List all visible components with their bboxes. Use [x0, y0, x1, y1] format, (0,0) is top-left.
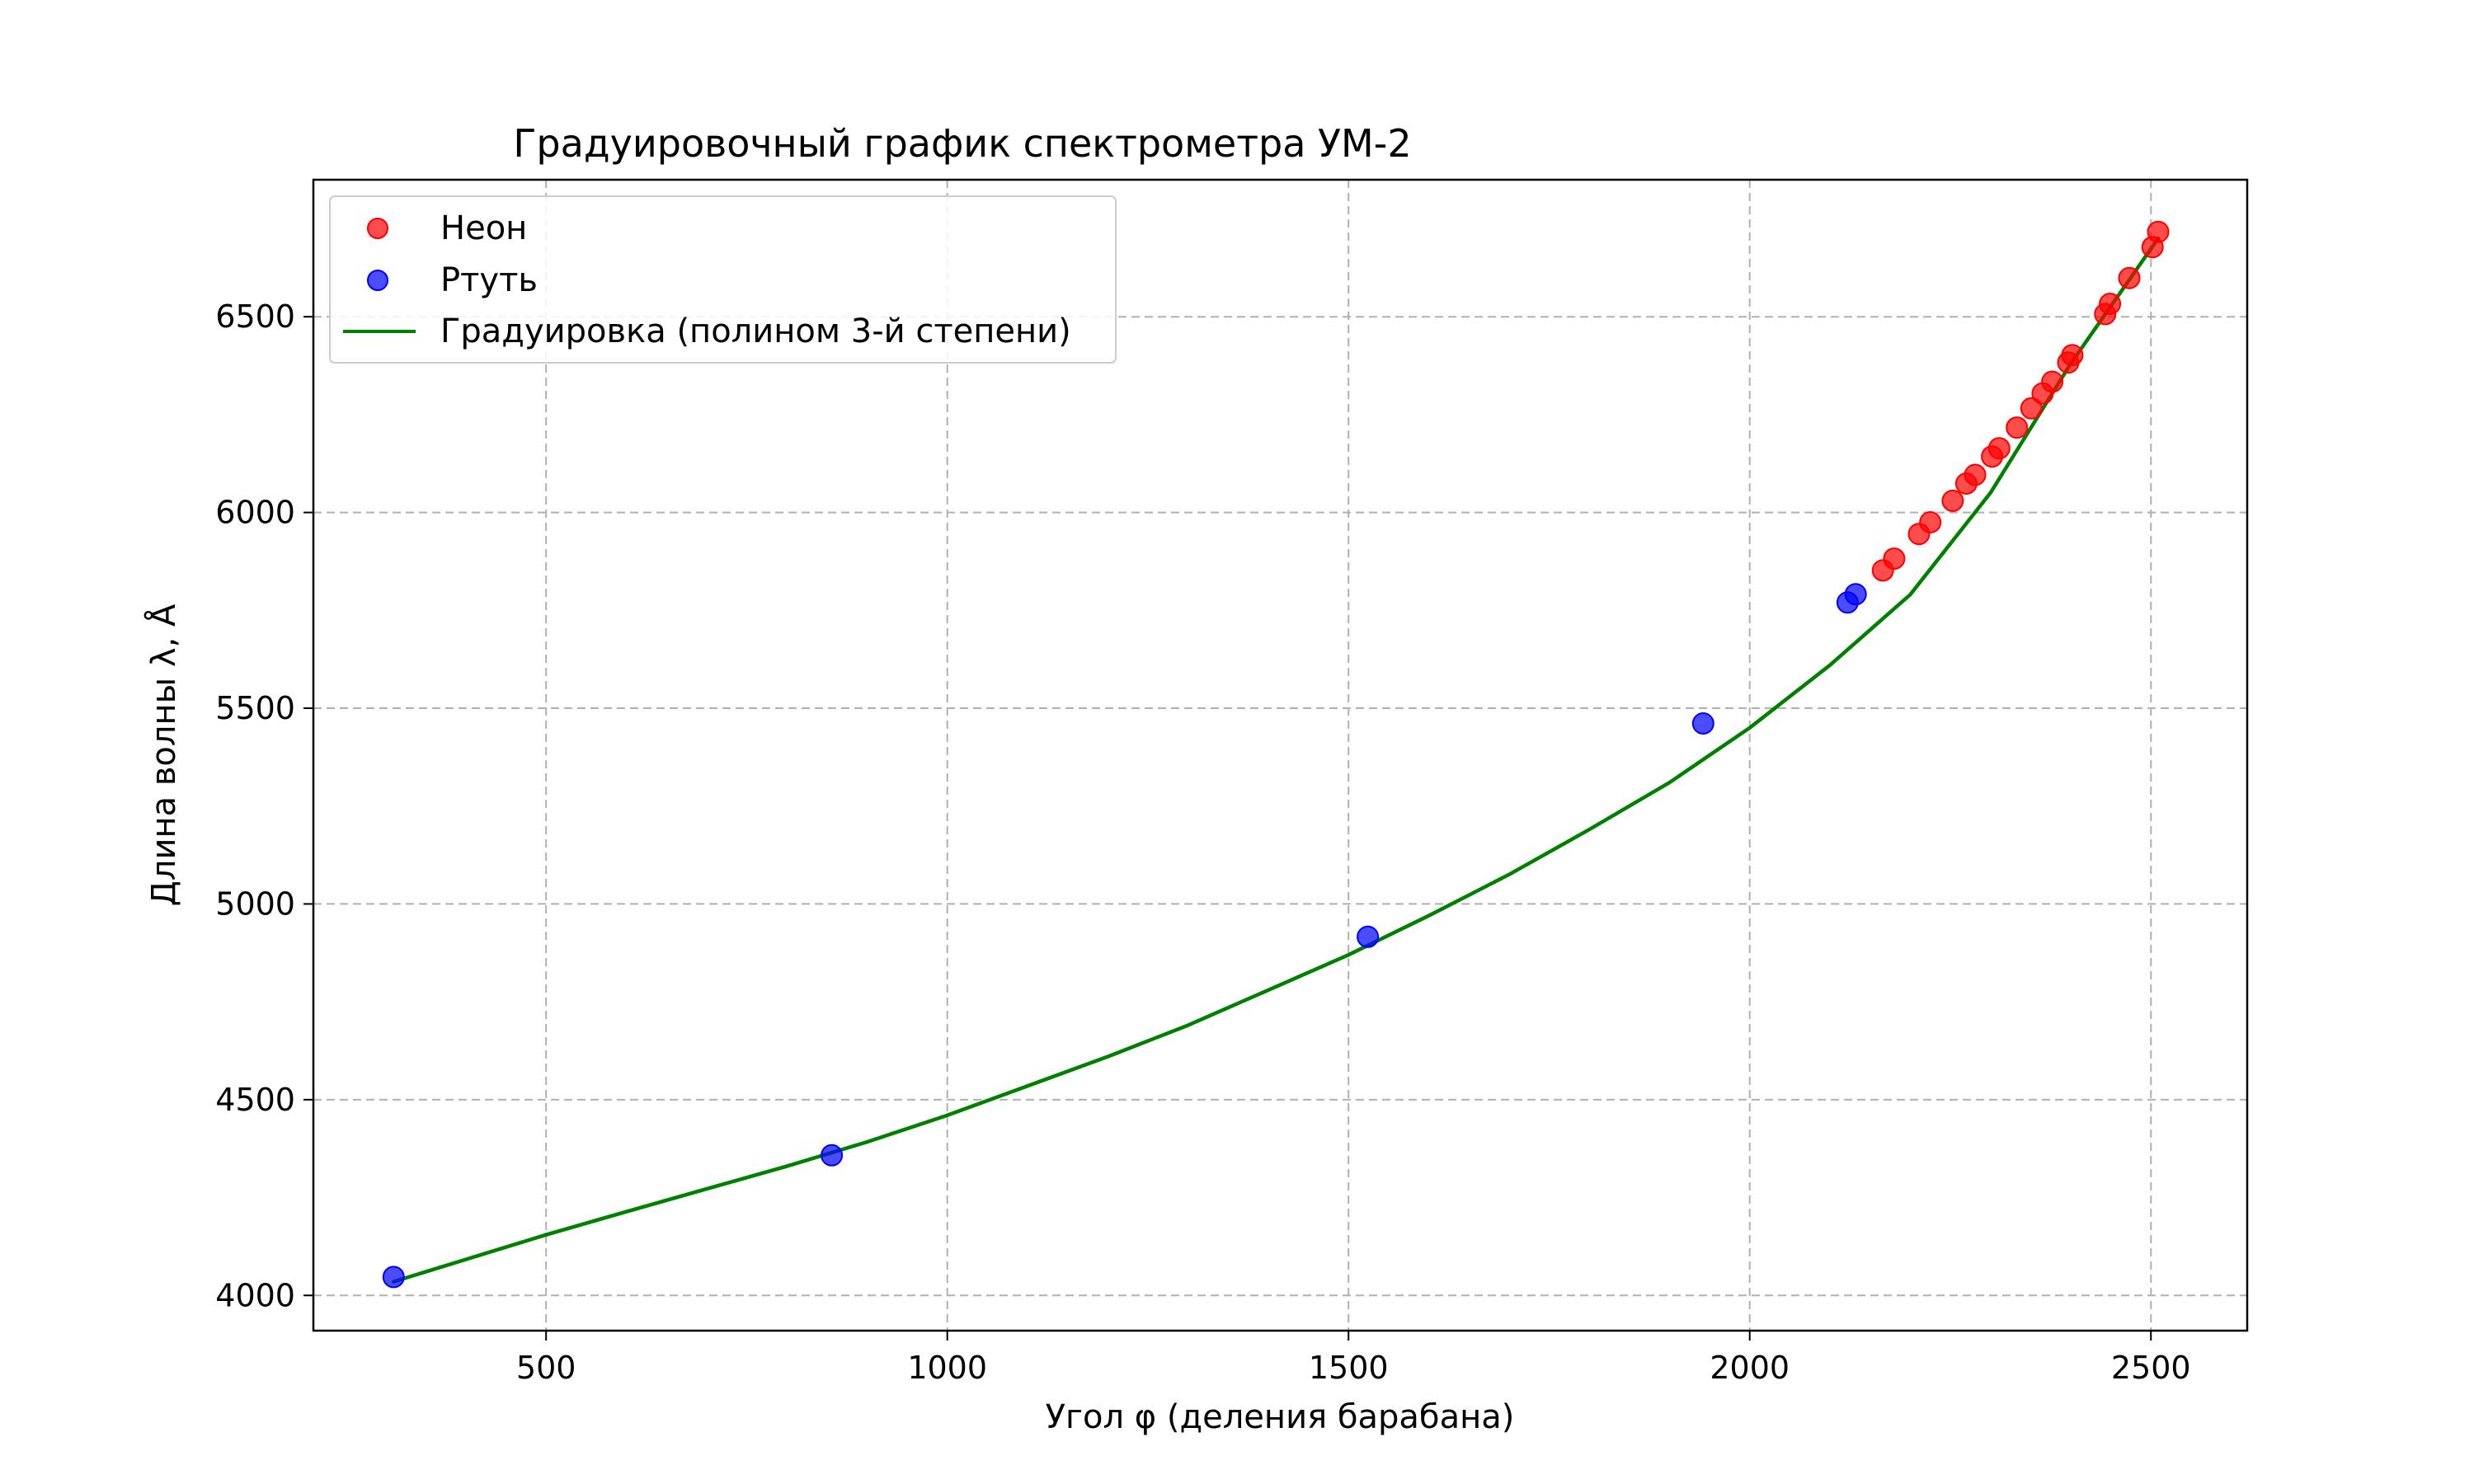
- y-tick-label: 5500: [215, 690, 295, 726]
- x-tick-label: 2000: [1710, 1350, 1790, 1386]
- neon-point: [2061, 344, 2084, 367]
- y-axis-label: Длина волны λ, Å: [143, 603, 183, 906]
- chart-title: Градуировочный график спектрометра УМ-2: [513, 121, 1411, 166]
- x-tick-label: 2500: [2111, 1350, 2191, 1386]
- neon-point: [2099, 293, 2122, 315]
- mercury-point: [821, 1144, 844, 1167]
- legend-label-calibration: Градуировка (полином 3-й степени): [440, 312, 1071, 350]
- legend-label-neon: Неон: [440, 209, 527, 247]
- x-axis-label: Угол φ (деления барабана): [1046, 1398, 1515, 1436]
- calibration-curve-layer: [392, 236, 2161, 1284]
- y-tick-label: 6000: [215, 495, 295, 531]
- x-tick-label: 1000: [907, 1350, 987, 1386]
- neon-point: [2041, 370, 2064, 393]
- mercury-point: [382, 1266, 405, 1289]
- legend-label-mercury: Ртуть: [440, 261, 538, 299]
- neon-point: [2147, 220, 2170, 243]
- neon-point: [1883, 547, 1906, 571]
- neon-point: [2118, 266, 2141, 289]
- legend-box: [329, 195, 1117, 364]
- grid: [313, 180, 2247, 1331]
- mercury-point: [1844, 583, 1867, 606]
- legend-marker-neon: [367, 218, 388, 239]
- neon-point: [1964, 463, 1987, 486]
- neon-point: [1987, 437, 2011, 460]
- neon-point: [2006, 416, 2029, 439]
- y-tick-label: 6500: [215, 298, 295, 335]
- x-tick-label: 500: [516, 1350, 576, 1386]
- mercury-point: [1357, 925, 1380, 948]
- x-tick-label: 1500: [1309, 1350, 1389, 1386]
- y-tick-label: 5000: [215, 885, 295, 922]
- calibration-curve: [392, 236, 2161, 1284]
- mercury-point: [1691, 712, 1714, 735]
- plot-frame: [312, 178, 2249, 1332]
- neon-point: [1919, 511, 1942, 533]
- y-axis-ticks: 4000 4500 5000 5500 6000 6500: [215, 298, 313, 1313]
- x-axis-ticks: 500 1000 1500 2000 2500: [516, 1331, 2191, 1386]
- legend-marker-mercury: [367, 270, 388, 291]
- y-tick-label: 4000: [215, 1277, 295, 1313]
- legend: Неон Ртуть Градуировка (полином 3-й степ…: [329, 195, 1117, 364]
- data-points-layer: [382, 220, 2170, 1289]
- y-tick-label: 4500: [215, 1082, 295, 1118]
- neon-point: [1941, 489, 1964, 512]
- neon-point: [2020, 397, 2043, 420]
